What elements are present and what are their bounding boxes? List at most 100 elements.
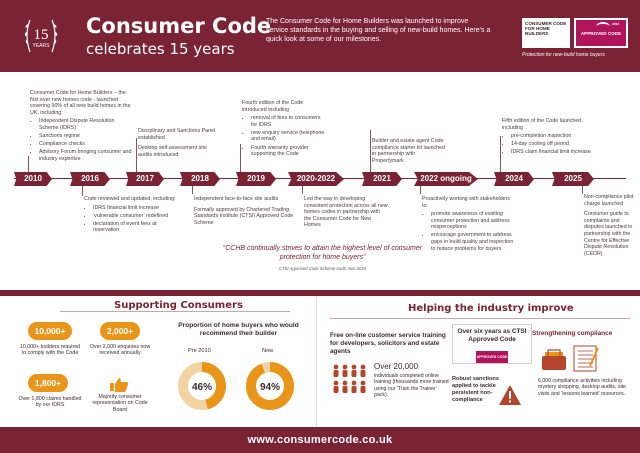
milestone-2025-p1: Non-compliance pilot charge launched — [584, 194, 634, 207]
milestone-2020-2022: Led the way in developing consistent pro… — [304, 196, 388, 229]
now-donut: 94% — [246, 362, 294, 410]
thumbs-up-icon — [110, 378, 129, 392]
consumer-code-logo: CONSUMER CODE FOR HOME BUILDERS — [522, 18, 570, 48]
section-rule — [60, 311, 290, 312]
milestone-2018-p2: Formally approved by Chartered Trading S… — [194, 206, 294, 226]
footer-website-link[interactable]: www.consumercode.co.uk — [0, 427, 640, 453]
board-stat-text: Majority consumer representation on Code… — [92, 394, 148, 413]
timeline-stem — [302, 186, 303, 194]
milestone-2022-bullet: encourage government to address gaps in … — [431, 232, 516, 252]
milestone-2010-text: Consumer Code for Home Builders – the fi… — [30, 90, 131, 116]
enquiries-stat-badge: 2,000+ — [100, 322, 140, 340]
milestone-2016-bullet: IDRS financial limit increase — [93, 205, 176, 212]
page-subtitle: celebrates 15 years — [86, 40, 235, 58]
milestone-2016-text: Code reviewed and updated, including: — [84, 196, 176, 202]
people-group-icon — [333, 364, 366, 393]
audit-quote: “CCHB continually strives to attain the … — [222, 245, 423, 261]
milestone-2016: Code reviewed and updated, including: ID… — [84, 196, 176, 235]
milestone-2016-bullet: declaration of event fees at reservation — [93, 221, 176, 234]
milestones-timeline: 2010 2016 2017 2018 2019 2020-2022 2021 … — [0, 72, 640, 290]
milestone-2024-bullet: pre-completion inspection — [511, 133, 596, 140]
pie-pre-2010-label: Pre 2010 — [188, 348, 211, 354]
now-donut-arc — [246, 362, 294, 410]
timeline-stem — [136, 138, 137, 172]
claims-stat-badge: 1,800+ — [28, 374, 68, 392]
milestone-2024-bullet: 14-day cooling off period — [511, 141, 596, 148]
milestone-2017: Disciplinary and Sanctions Panel establi… — [138, 128, 220, 158]
builders-stat-text: 10,000+ builders required to comply with… — [19, 344, 81, 357]
milestone-2024-text: Fifth edition of the Code launched, incl… — [502, 118, 583, 131]
enquiries-stat-text: Over 2,000 enquiries now received annual… — [89, 344, 151, 357]
milestone-2010-bullet: Advisory Forum bringing consumer and ind… — [39, 149, 134, 162]
timeline-stem — [420, 186, 421, 194]
milestone-2022-bullet: promote awareness of existing consumer p… — [431, 211, 516, 231]
timeline-stem — [82, 186, 83, 196]
training-number: Over 20,000 — [374, 362, 419, 371]
milestone-2019-bullet: new enquiry service (telephone and email… — [251, 130, 328, 143]
sanctions-heading: Robust sanctions applied to tackle persi… — [452, 376, 499, 403]
milestone-2021: Builder and estate agent Code compliance… — [372, 138, 448, 164]
timeline-stem — [500, 136, 501, 172]
milestone-2016-bullet: ‘vulnerable consumer’ redefined — [93, 213, 176, 220]
year-2022-ongoing: 2022 ongoing — [414, 172, 478, 186]
badge-years: YEARS — [33, 43, 51, 49]
milestone-2025-p2: Consumer guide to complaints and dispute… — [584, 211, 633, 257]
ctsi-years-heading: Over six years as CTSI Approved Code — [457, 328, 527, 343]
year-2025: 2025 — [552, 172, 594, 186]
compliance-checklist-icon — [542, 345, 599, 372]
page-title: Consumer Code — [86, 14, 272, 38]
pre-2010-donut: 46% — [178, 362, 226, 410]
milestone-2019: Fourth edition of the Code introduced in… — [242, 100, 328, 159]
milestone-2021-text: Builder and estate agent Code compliance… — [372, 138, 446, 164]
intro-text: The Consumer Code for Home Builders was … — [266, 18, 491, 43]
now-value: 94% — [260, 382, 280, 393]
badge-number: 15 — [34, 27, 49, 43]
ctsi-approved-logo: ctsi APPROVED CODE — [574, 18, 628, 48]
milestone-2020-2022-text: Led the way in developing consistent pro… — [304, 196, 388, 229]
15-years-laurel-badge: 15 YEARS — [24, 19, 58, 53]
pre-2010-value: 46% — [192, 382, 212, 393]
milestone-2024-bullet: IDRS claim financial limit increase — [511, 149, 596, 156]
milestone-2018-p1: Independent face-to-face site audits — [194, 196, 279, 202]
tagline: Protection for new-build home buyers — [522, 52, 605, 58]
ctsi-years-card — [452, 324, 532, 364]
milestone-2010-bullet: Compliance checks — [39, 141, 134, 148]
section-rule — [330, 318, 630, 319]
builders-stat-badge: 10,000+ — [28, 322, 72, 340]
ctsi-logo-top: ctsi — [612, 21, 619, 26]
timeline-stem — [28, 156, 29, 172]
year-2020-2022: 2020-2022 — [288, 172, 344, 186]
milestone-2025: Non-compliance pilot charge launched Con… — [584, 194, 638, 257]
helping-industry-title: Helping the industry improve — [408, 303, 574, 314]
year-2019: 2019 — [236, 172, 276, 186]
milestone-2024: Fifth edition of the Code launched, incl… — [502, 118, 596, 157]
training-heading: Free on-line customer service training f… — [330, 332, 446, 355]
milestone-2017-p1: Disciplinary and Sanctions Panel establi… — [138, 128, 216, 141]
section-divider-band — [0, 290, 640, 296]
milestone-2010: Consumer Code for Home Builders – the fi… — [30, 90, 134, 164]
quote-source: CTSI Approved Code Scheme Audit, Nov 202… — [279, 266, 366, 271]
training-text: individuals completed online training (t… — [374, 373, 449, 398]
year-2017: 2017 — [126, 172, 164, 186]
recommend-chart-title: Proportion of home buyers who would reco… — [178, 322, 299, 337]
milestone-2019-bullet: removal of fees to consumers for IDRS — [251, 115, 328, 128]
year-2021: 2021 — [362, 172, 402, 186]
milestone-2010-bullet: Sanctions regime — [39, 133, 134, 140]
column-divider — [316, 296, 317, 427]
milestone-2022-ongoing: Proactively working with stakeholders to… — [422, 196, 516, 254]
milestone-2019-bullet: Fourth warranty provider supporting the … — [251, 145, 328, 158]
year-2010: 2010 — [14, 172, 52, 186]
supporting-consumers-title: Supporting Consumers — [114, 300, 243, 311]
milestone-2022-text: Proactively working with stakeholders to… — [422, 196, 511, 209]
year-2018: 2018 — [180, 172, 220, 186]
header-banner: 15 YEARS Consumer Code celebrates 15 yea… — [0, 0, 640, 72]
milestone-2010-bullet: Independent Dispute Resolution Scheme (I… — [39, 118, 134, 131]
timeline-stem — [370, 130, 371, 172]
pre-2010-donut-arc — [178, 362, 226, 410]
milestone-2017-p2: Desktop self-assessment site audits intr… — [138, 145, 207, 158]
ctsi-logo-label: APPROVED CODE — [580, 31, 622, 36]
claims-stat-text: Over 1,800 claims handled by our IDRS — [18, 396, 82, 409]
pie-now-label: Now — [262, 348, 274, 354]
milestone-2019-text: Fourth edition of the Code introduced in… — [242, 100, 304, 113]
timeline-stem — [192, 186, 193, 194]
